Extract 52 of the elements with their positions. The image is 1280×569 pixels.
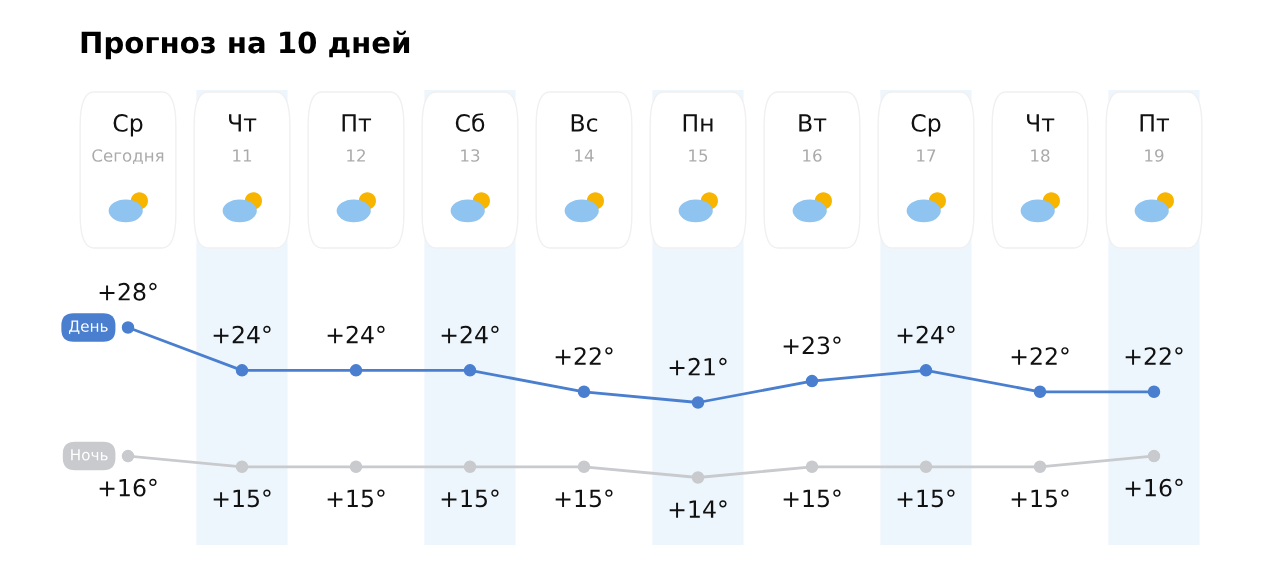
x-tick-label: Ср Сегодня: [92, 113, 164, 164]
point: [121, 321, 135, 334]
data-label: +16°: [99, 478, 157, 497]
point: [1147, 385, 1161, 399]
point: [919, 364, 933, 377]
data-label: +15°: [213, 489, 271, 508]
x-tick-label: Ср 17: [911, 113, 941, 162]
data-label: +21°: [669, 357, 727, 376]
data-label: +24°: [213, 325, 271, 344]
data-label: +28°: [99, 282, 157, 301]
point: [121, 449, 135, 463]
point: [1147, 449, 1161, 463]
data-label: +15°: [555, 489, 613, 508]
x-tick-label: Пт 12: [342, 114, 372, 162]
point: [805, 460, 819, 474]
x-tick-label: Чт 18: [1027, 114, 1055, 162]
point: [691, 396, 705, 409]
data-label: +16°: [1125, 478, 1183, 497]
data-label: +14°: [669, 500, 727, 518]
x-tick-label: Пт 19: [1140, 114, 1170, 162]
data-label: +24°: [327, 325, 385, 344]
x-tick-label: Вт 16: [799, 114, 827, 162]
data-label: +24°: [441, 325, 499, 344]
x-tick-label: Сб 13: [455, 113, 485, 162]
data-label: +23°: [783, 336, 841, 355]
x-tick-label: Чт 11: [229, 114, 257, 162]
chart-title: Прогноз на 10 дней: [81, 30, 410, 60]
point: [919, 460, 933, 474]
data-label: +15°: [897, 489, 955, 508]
data-label: +15°: [783, 489, 841, 508]
data-label: +15°: [441, 489, 499, 508]
data-label: +15°: [327, 489, 385, 508]
point: [577, 385, 591, 399]
point: [463, 364, 477, 377]
data-label: +22°: [1125, 347, 1183, 365]
x-tick-label: Пн 15: [683, 114, 713, 162]
x-tick-label: Вс 14: [571, 114, 598, 162]
point: [1033, 460, 1047, 474]
point: [577, 460, 591, 474]
data-label: +22°: [1011, 347, 1069, 365]
data-label: +15°: [1011, 489, 1069, 508]
point: [349, 460, 363, 474]
point: [691, 471, 705, 484]
data-label: +24°: [897, 325, 955, 344]
point: [1033, 385, 1047, 399]
data-label: +22°: [555, 347, 613, 365]
point: [349, 364, 363, 377]
point: [805, 374, 819, 388]
series-label: День: [68, 320, 108, 335]
point: [235, 364, 249, 377]
point: [235, 460, 249, 474]
point: [463, 460, 477, 474]
